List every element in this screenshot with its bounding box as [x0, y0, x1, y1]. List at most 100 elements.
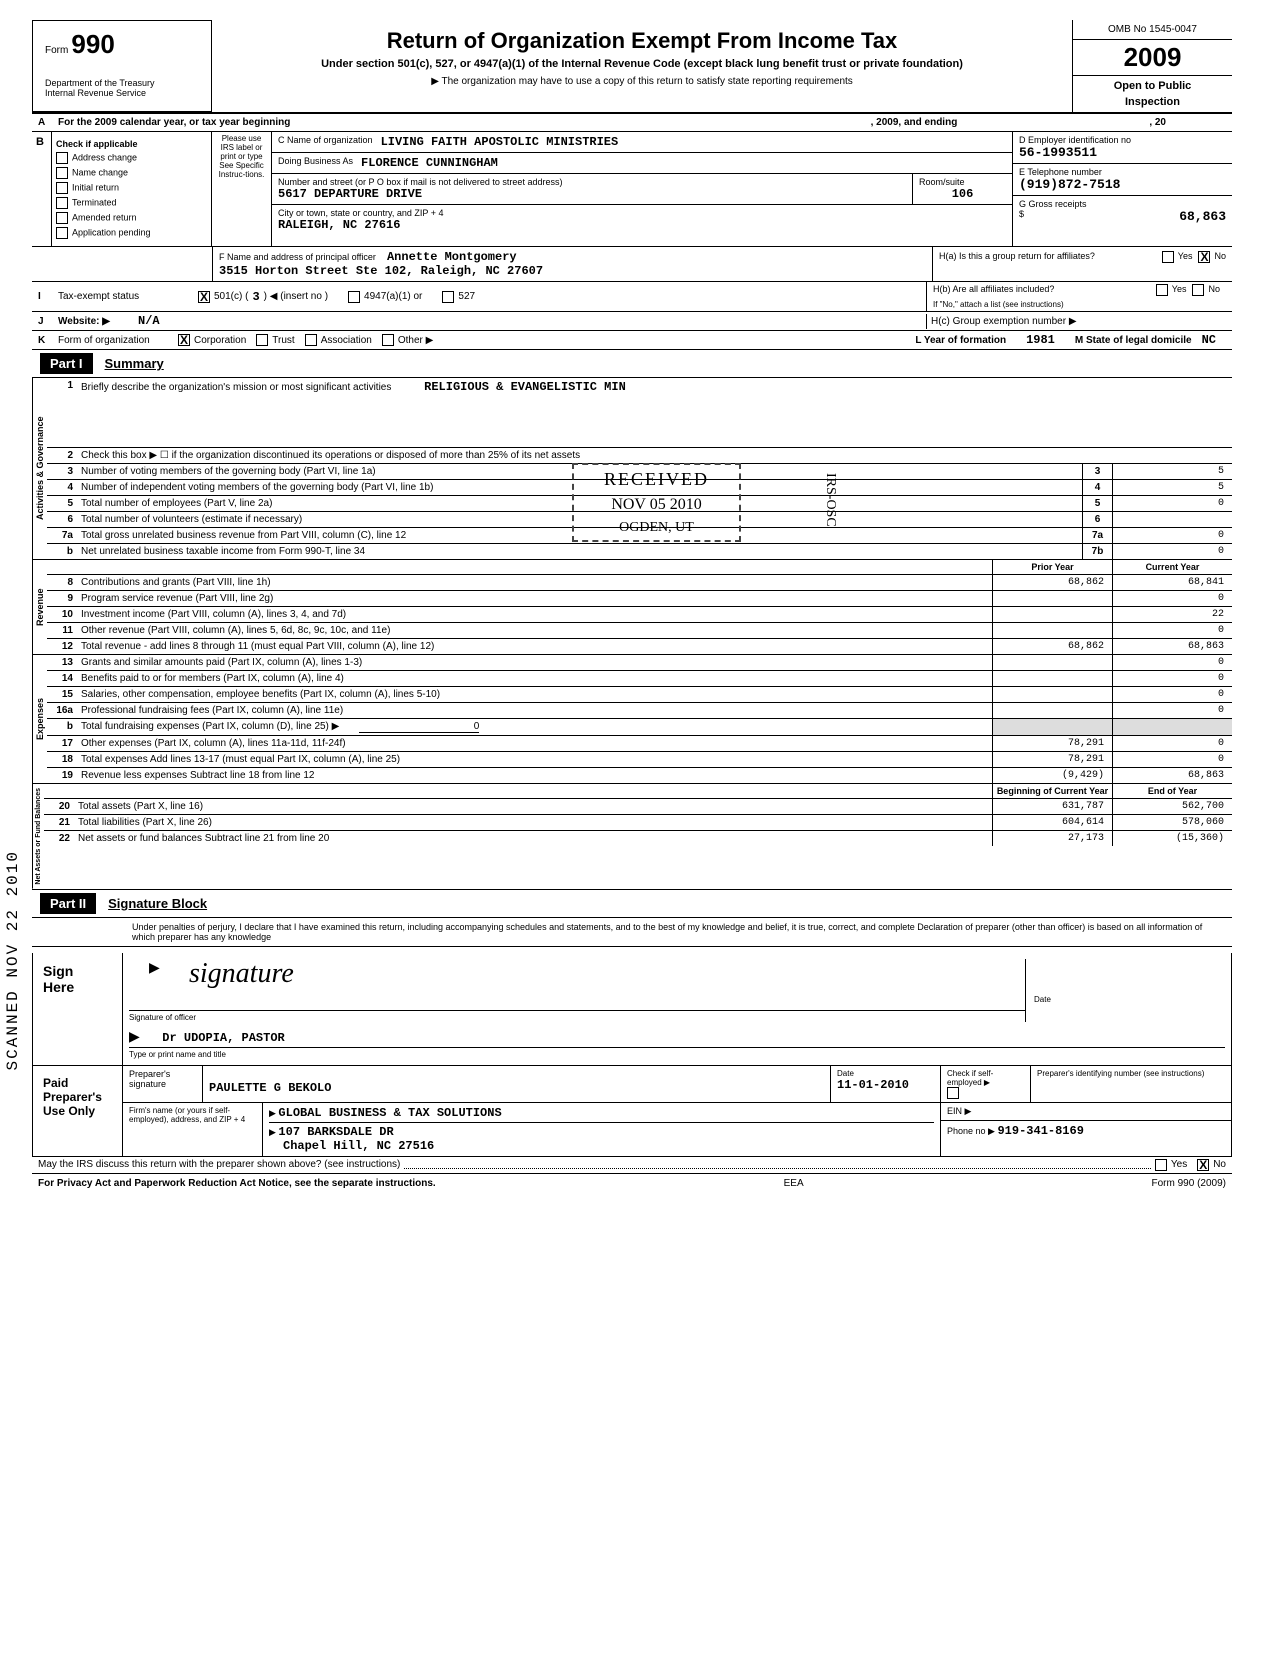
dba-name: FLORENCE CUNNINGHAM [361, 156, 498, 170]
print-name-label: Type or print name and title [129, 1050, 1225, 1059]
street: 5617 DEPARTURE DRIVE [278, 187, 906, 201]
hb-row: H(b) Are all affiliates included? Yes No [931, 282, 1222, 298]
part1-header: Part I Summary [32, 350, 1232, 378]
state-domicile: NC [1202, 333, 1216, 347]
row-a-text1: For the 2009 calendar year, or tax year … [52, 114, 296, 131]
hb-no[interactable] [1192, 284, 1204, 296]
room: 106 [919, 187, 1006, 201]
ha-no[interactable] [1198, 251, 1210, 263]
stamp-date: NOV 05 2010 [604, 496, 709, 514]
line-2: 2 Check this box ▶ ☐ if the organization… [47, 448, 1232, 464]
chk-amended[interactable]: Amended return [56, 212, 207, 224]
j-label: Website: ▶ [58, 316, 138, 327]
revenue-section: Revenue Prior Year Current Year 8 Contri… [32, 560, 1232, 655]
form-number: 990 [71, 29, 114, 59]
part1-label: Part I [40, 353, 93, 374]
chk-trust[interactable] [256, 334, 268, 346]
current-year-header: Current Year [1112, 560, 1232, 574]
501c-text: 501(c) ( [214, 291, 248, 302]
chk-assoc[interactable] [305, 334, 317, 346]
dept-treasury: Department of the Treasury [45, 78, 199, 88]
col-c: C Name of organization LIVING FAITH APOS… [272, 132, 1012, 246]
eea: EEA [784, 1178, 804, 1189]
insert-no: ) ◀ (insert no ) [264, 291, 328, 302]
c-street-label: Number and street (or P O box if mail is… [278, 177, 898, 187]
form-footer: For Privacy Act and Paperwork Reduction … [32, 1174, 1232, 1193]
stamp-received: RECEIVED [604, 469, 709, 490]
chk-self-employed[interactable] [947, 1087, 959, 1099]
chk-pending[interactable]: Application pending [56, 227, 207, 239]
chk-4947[interactable] [348, 291, 360, 303]
label-a: A [32, 114, 52, 131]
ha-row: H(a) Is this a group return for affiliat… [937, 249, 1228, 265]
stamp-ogden: OGDEN, UT [604, 520, 709, 536]
line-17: 17 Other expenses (Part IX, column (A), … [47, 736, 1232, 752]
expenses-section: Expenses 13 Grants and similar amounts p… [32, 655, 1232, 784]
row-a-text2: , 2009, and ending [865, 114, 964, 131]
chk-address-change[interactable]: Address change [56, 152, 207, 164]
form-990: Form 990 Department of the Treasury Inte… [32, 20, 1232, 1193]
527-text: 527 [458, 291, 475, 302]
sig-date-label: Date [1034, 995, 1225, 1004]
activities-section: Activities & Governance 1 Briefly descri… [32, 378, 1232, 560]
officer-addr: 3515 Horton Street Ste 102, Raleigh, NC … [219, 264, 926, 278]
net-header: Beginning of Current Year End of Year [44, 784, 1232, 799]
chk-other[interactable] [382, 334, 394, 346]
org-name: LIVING FAITH APOSTOLIC MINISTRIES [381, 135, 619, 149]
chk-initial-return[interactable]: Initial return [56, 182, 207, 194]
row-a: A For the 2009 calendar year, or tax yea… [32, 114, 1232, 132]
c-dba-label: Doing Business As [278, 156, 353, 170]
row-klm: K Form of organization Corporation Trust… [32, 331, 1232, 350]
main-title: Return of Organization Exempt From Incom… [220, 28, 1064, 54]
line-8: 8 Contributions and grants (Part VIII, l… [47, 575, 1232, 591]
firm-label: Firm's name (or yours if self-employed),… [123, 1103, 263, 1156]
k-label: Form of organization [58, 335, 178, 346]
hb-yes[interactable] [1156, 284, 1168, 296]
discuss-no[interactable] [1197, 1159, 1209, 1171]
discuss-yes[interactable] [1155, 1159, 1167, 1171]
label-i: I [38, 291, 58, 302]
501c-num: 3 [252, 290, 259, 304]
activities-label: Activities & Governance [32, 378, 47, 559]
l7b-val: 0 [1112, 544, 1232, 559]
l1-text: Briefly describe the organization's miss… [81, 382, 391, 393]
row-fh: F Name and address of principal officer … [32, 247, 1232, 282]
chk-terminated[interactable]: Terminated [56, 197, 207, 209]
chk-501c[interactable] [198, 291, 210, 303]
c-name-row: C Name of organization LIVING FAITH APOS… [272, 132, 1012, 153]
line-20: 20 Total assets (Part X, line 16) 631,78… [44, 799, 1232, 815]
right-header-box: OMB No 1545-0047 2009 Open to Public Ins… [1072, 20, 1232, 112]
chk-527[interactable] [442, 291, 454, 303]
line-22: 22 Net assets or fund balances Subtract … [44, 831, 1232, 846]
expenses-label: Expenses [32, 655, 47, 783]
e-label: E Telephone number [1019, 167, 1102, 177]
tax-year: 2009 [1073, 40, 1232, 76]
gross-receipts: 68,863 [1179, 209, 1226, 224]
row-i: I Tax-exempt status 501(c) ( 3 ) ◀ (inse… [32, 282, 1232, 312]
ha-yes[interactable] [1162, 251, 1174, 263]
mission: RELIGIOUS & EVANGELISTIC MIN [424, 380, 626, 394]
line-12: 12 Total revenue - add lines 8 through 1… [47, 639, 1232, 654]
website: N/A [138, 314, 160, 328]
received-stamp: RECEIVED NOV 05 2010 OGDEN, UT [572, 463, 741, 542]
i-label: Tax-exempt status [58, 291, 198, 302]
label-j: J [38, 316, 58, 327]
firm-addr1: 107 BARKSDALE DR [278, 1125, 393, 1139]
c-city-label: City or town, state or country, and ZIP … [278, 208, 998, 218]
form-id-box: Form 990 Department of the Treasury Inte… [32, 20, 212, 112]
ein-value: 56-1993511 [1019, 145, 1226, 160]
line-9: 9 Program service revenue (Part VIII, li… [47, 591, 1232, 607]
prep-id-label: Preparer's identifying number (see instr… [1037, 1069, 1225, 1078]
form-label: Form [45, 45, 68, 56]
chk-corp[interactable] [178, 334, 190, 346]
c-street-row: Number and street (or P O box if mail is… [272, 174, 1012, 205]
prep-sig-label: Preparer's signature [123, 1066, 203, 1102]
part1-title: Summary [105, 356, 164, 371]
rev-header: Prior Year Current Year [47, 560, 1232, 575]
stamp-irs-osc: IRS-OSC [822, 473, 838, 527]
dept-irs: Internal Revenue Service [45, 88, 199, 98]
firm-name: GLOBAL BUSINESS & TAX SOLUTIONS [278, 1106, 501, 1120]
line-16b: b Total fundraising expenses (Part IX, c… [47, 719, 1232, 736]
line-14: 14 Benefits paid to or for members (Part… [47, 671, 1232, 687]
chk-name-change[interactable]: Name change [56, 167, 207, 179]
